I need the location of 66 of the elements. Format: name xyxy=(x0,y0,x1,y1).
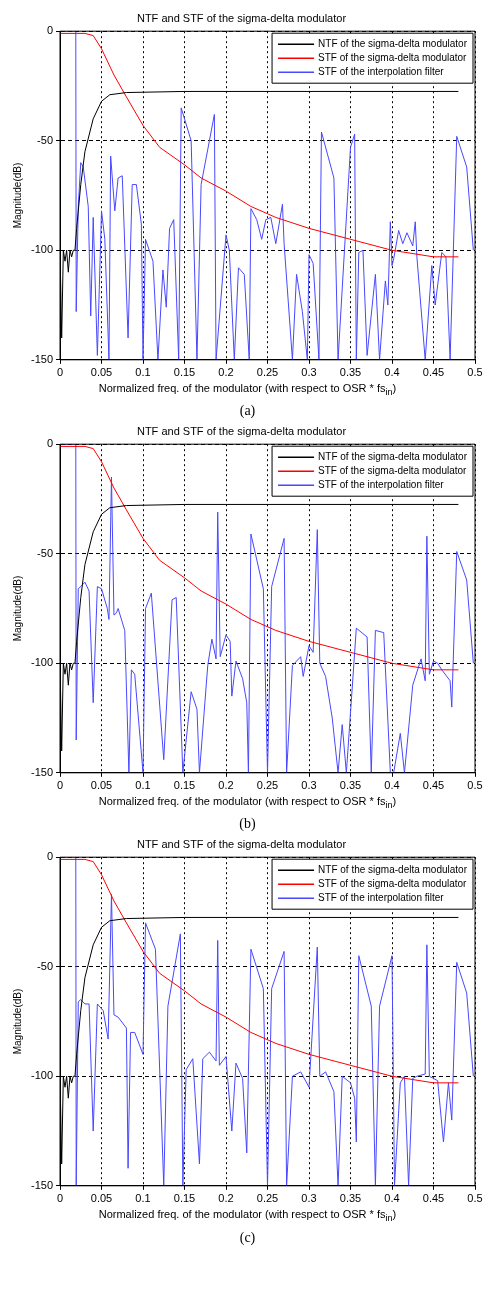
x-tick-label: 0.25 xyxy=(256,779,279,792)
x-tick-label: 0.3 xyxy=(301,366,317,379)
y-axis-title: Magnitude(dB) xyxy=(11,575,23,642)
y-tick-label: 0 xyxy=(46,24,54,37)
y-axis-title: Magnitude(dB) xyxy=(11,162,23,229)
y-tick-label: -150 xyxy=(30,1179,54,1192)
x-tick-label: 0.25 xyxy=(256,366,279,379)
x-tick-label: 0.05 xyxy=(90,779,113,792)
x-tick-label: 0.2 xyxy=(218,366,234,379)
x-tick-label: 0.4 xyxy=(384,1192,400,1205)
y-tick-label: -50 xyxy=(37,546,54,559)
x-tick-label: 0.35 xyxy=(339,366,362,379)
y-tick-label: 0 xyxy=(46,437,54,450)
x-tick-label: 0.3 xyxy=(301,779,317,792)
y-axis-title: Magnitude(dB) xyxy=(11,989,23,1055)
text: (b) xyxy=(238,816,257,833)
y-tick-label: 0 xyxy=(46,850,54,863)
legend-label: STF of the interpolation filter xyxy=(318,65,445,77)
x-tick-label: 0.45 xyxy=(422,366,445,379)
x-tick-label: 0.5 xyxy=(467,366,483,379)
chart-title: NTF and STF of the sigma-delta modulator xyxy=(136,11,347,24)
legend-label: STF of the sigma-delta modulator xyxy=(318,878,468,890)
legend-label: NTF of the sigma-delta modulator xyxy=(318,37,468,49)
legend-label: STF of the sigma-delta modulator xyxy=(318,51,468,63)
y-tick-label: -50 xyxy=(37,133,54,146)
legend-label: NTF of the sigma-delta modulator xyxy=(318,451,468,463)
x-tick-label: 0.15 xyxy=(173,779,196,792)
x-tick-label: 0.05 xyxy=(90,366,113,379)
legend-label: STF of the interpolation filter xyxy=(318,479,445,491)
x-axis-title: Normalized freq. of the modulator (with respect to OSR * fs$_{in}$) xyxy=(97,1208,398,1224)
y-tick-label: -100 xyxy=(30,1069,54,1082)
x-tick-label: 0 xyxy=(56,1192,64,1205)
x-tick-label: 0.4 xyxy=(384,366,400,379)
x-tick-label: 0.2 xyxy=(218,1192,234,1205)
x-tick-label: 0.15 xyxy=(173,366,196,379)
x-axis-title: Normalized freq. of the modulator (with respect to OSR * fs$_{in}$) xyxy=(97,382,398,398)
x-tick-label: 0.4 xyxy=(384,779,400,792)
y-tick-label: -100 xyxy=(30,243,54,256)
x-tick-label: 0 xyxy=(56,366,64,379)
x-tick-label: 0.25 xyxy=(256,1192,279,1205)
legend-label: STF of the sigma-delta modulator xyxy=(318,465,468,477)
x-tick-label: 0.1 xyxy=(135,1192,151,1205)
x-tick-label: 0.5 xyxy=(467,779,483,792)
x-tick-label: 0.35 xyxy=(339,779,362,792)
x-tick-label: 0.2 xyxy=(218,779,234,792)
legend-label: STF of the interpolation filter xyxy=(318,892,445,904)
y-tick-label: -150 xyxy=(30,352,54,365)
x-tick-label: 0.45 xyxy=(422,1192,445,1205)
x-tick-label: 0.45 xyxy=(422,779,445,792)
y-tick-label: -150 xyxy=(30,766,54,779)
x-tick-label: 0.1 xyxy=(135,779,151,792)
x-tick-label: 0.05 xyxy=(90,1192,113,1205)
chart-title: NTF and STF of the sigma-delta modulator xyxy=(136,424,347,437)
x-tick-label: 0 xyxy=(56,779,64,792)
text: (c) xyxy=(238,1229,257,1246)
legend-label: NTF of the sigma-delta modulator xyxy=(318,864,468,876)
x-tick-label: 0.5 xyxy=(467,1192,483,1205)
x-axis-title: Normalized freq. of the modulator (with respect to OSR * fs$_{in}$) xyxy=(97,795,398,811)
x-tick-label: 0.15 xyxy=(173,1192,196,1205)
x-tick-label: 0.3 xyxy=(301,1192,317,1205)
y-tick-label: -100 xyxy=(30,656,54,669)
x-tick-label: 0.1 xyxy=(135,366,151,379)
chart-title: NTF and STF of the sigma-delta modulator xyxy=(136,838,347,851)
y-tick-label: -50 xyxy=(37,960,54,973)
text: (a) xyxy=(238,403,257,420)
x-tick-label: 0.35 xyxy=(339,1192,362,1205)
